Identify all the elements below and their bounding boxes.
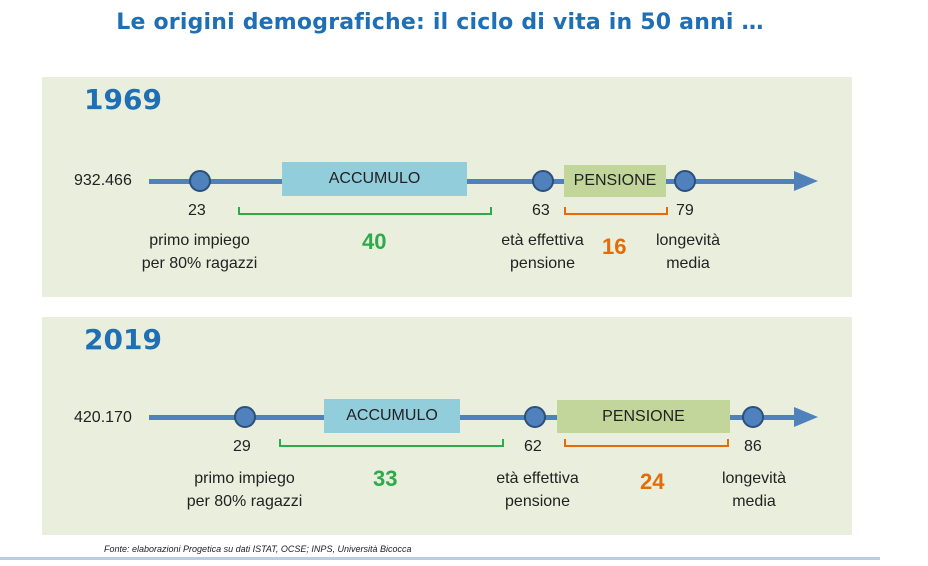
panel-1969: 1969 932.466 ACCUMULO PENSIONE 23 63 79 …	[42, 77, 852, 297]
start-label: primo impiego per 80% ragazzi	[141, 232, 258, 272]
milestone-life-dot	[742, 406, 764, 428]
footer-divider	[0, 557, 880, 560]
milestone-retire-dot	[524, 406, 546, 428]
pensione-years: 16	[602, 234, 627, 259]
milestone-start-dot	[189, 170, 211, 192]
milestone-start-dot	[234, 406, 256, 428]
timeline-line	[149, 415, 803, 420]
source-note: Fonte: elaborazioni Progetica su dati IS…	[104, 544, 412, 554]
age-retire: 62	[524, 438, 542, 455]
pensione-bracket	[564, 439, 729, 447]
accumulo-years: 40	[362, 229, 387, 254]
retire-label: età effettiva pensione	[496, 470, 579, 510]
accumulo-bracket	[279, 439, 504, 447]
age-start: 29	[233, 438, 251, 455]
timeline-arrowhead	[794, 407, 818, 427]
accumulo-box: ACCUMULO	[324, 399, 460, 433]
pensione-box: PENSIONE	[564, 165, 666, 197]
accumulo-years: 33	[373, 466, 398, 491]
year-label: 1969	[84, 83, 162, 116]
age-retire: 63	[532, 202, 550, 219]
milestone-retire-dot	[532, 170, 554, 192]
milestone-life-dot	[674, 170, 696, 192]
start-label: primo impiego per 80% ragazzi	[186, 470, 303, 510]
slide-title: Le origini demografiche: il ciclo di vit…	[116, 10, 764, 35]
age-life: 86	[744, 438, 762, 455]
accumulo-bracket	[238, 207, 492, 215]
year-label: 2019	[84, 323, 162, 356]
life-label: longevità media	[655, 232, 721, 272]
retire-label: età effettiva pensione	[501, 232, 584, 272]
panel-2019: 2019 420.170 ACCUMULO PENSIONE 29 62 86 …	[42, 317, 852, 535]
pensione-years: 24	[640, 469, 665, 494]
accumulo-box: ACCUMULO	[282, 162, 467, 196]
population-count: 420.170	[74, 409, 132, 426]
pensione-bracket	[564, 207, 668, 215]
life-label: longevità media	[721, 470, 787, 510]
timeline-arrowhead	[794, 171, 818, 191]
age-start: 23	[188, 202, 206, 219]
timeline-line	[149, 179, 803, 184]
pensione-box: PENSIONE	[557, 400, 730, 433]
population-count: 932.466	[74, 172, 132, 189]
age-life: 79	[676, 202, 694, 219]
